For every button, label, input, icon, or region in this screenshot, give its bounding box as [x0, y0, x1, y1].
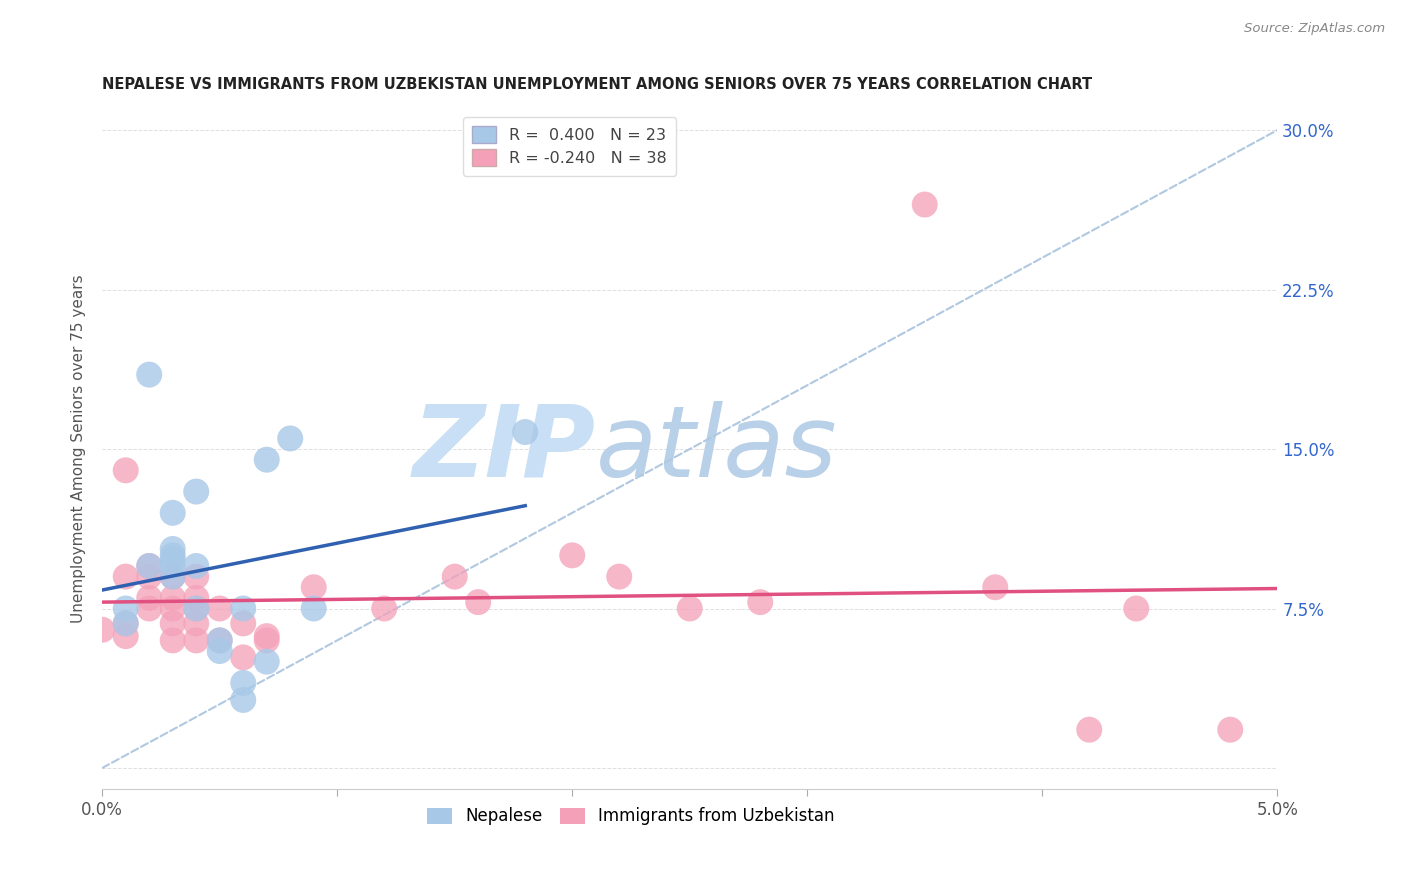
Point: [138, 601, 160, 615]
Point: [232, 601, 254, 615]
Point: [232, 616, 254, 631]
Point: [679, 601, 702, 615]
Text: atlas: atlas: [596, 401, 838, 498]
Point: [208, 633, 231, 648]
Legend: Nepalese, Immigrants from Uzbekistan: Nepalese, Immigrants from Uzbekistan: [420, 801, 841, 832]
Y-axis label: Unemployment Among Seniors over 75 years: Unemployment Among Seniors over 75 years: [72, 275, 86, 624]
Point: [162, 569, 184, 583]
Point: [114, 629, 136, 643]
Point: [984, 580, 1007, 594]
Point: [443, 569, 465, 583]
Point: [256, 629, 278, 643]
Point: [232, 650, 254, 665]
Point: [162, 506, 184, 520]
Point: [138, 368, 160, 382]
Point: [607, 569, 630, 583]
Point: [1078, 723, 1101, 737]
Point: [162, 601, 184, 615]
Point: [186, 591, 208, 605]
Point: [162, 616, 184, 631]
Point: [1219, 723, 1241, 737]
Point: [208, 601, 231, 615]
Point: [208, 644, 231, 658]
Text: Source: ZipAtlas.com: Source: ZipAtlas.com: [1244, 22, 1385, 36]
Point: [232, 693, 254, 707]
Point: [302, 580, 325, 594]
Point: [302, 601, 325, 615]
Point: [114, 616, 136, 631]
Point: [186, 484, 208, 499]
Point: [1125, 601, 1147, 615]
Point: [561, 549, 583, 563]
Point: [114, 616, 136, 631]
Point: [138, 559, 160, 574]
Point: [162, 569, 184, 583]
Point: [114, 601, 136, 615]
Text: ZIP: ZIP: [413, 401, 596, 498]
Point: [208, 633, 231, 648]
Point: [186, 559, 208, 574]
Point: [162, 559, 184, 574]
Point: [186, 633, 208, 648]
Point: [162, 552, 184, 566]
Point: [256, 655, 278, 669]
Point: [114, 569, 136, 583]
Point: [162, 633, 184, 648]
Point: [914, 197, 936, 211]
Point: [91, 623, 114, 637]
Point: [186, 616, 208, 631]
Point: [186, 601, 208, 615]
Point: [467, 595, 489, 609]
Point: [186, 601, 208, 615]
Text: NEPALESE VS IMMIGRANTS FROM UZBEKISTAN UNEMPLOYMENT AMONG SENIORS OVER 75 YEARS : NEPALESE VS IMMIGRANTS FROM UZBEKISTAN U…: [103, 78, 1092, 93]
Point: [138, 559, 160, 574]
Point: [138, 569, 160, 583]
Point: [515, 425, 537, 439]
Point: [256, 452, 278, 467]
Point: [162, 541, 184, 556]
Point: [373, 601, 395, 615]
Point: [162, 549, 184, 563]
Point: [114, 463, 136, 477]
Point: [749, 595, 772, 609]
Point: [256, 633, 278, 648]
Point: [138, 591, 160, 605]
Point: [186, 569, 208, 583]
Point: [162, 591, 184, 605]
Point: [278, 432, 301, 446]
Point: [232, 676, 254, 690]
